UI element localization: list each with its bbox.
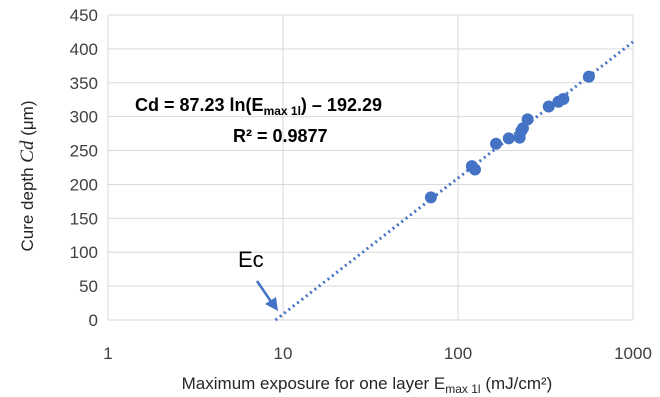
- grid-lines: [107, 14, 634, 321]
- y-tick-label: 200: [70, 175, 98, 194]
- y-axis-title: Cure depth Cd (μm): [17, 100, 38, 251]
- equation-subscript: max 1l: [264, 104, 301, 118]
- y-tick-label: 0: [89, 311, 98, 330]
- x-axis-title: Maximum exposure for one layer Emax 1l (…: [182, 374, 553, 396]
- equation-rhs: ) – 192.29: [301, 95, 382, 115]
- x-axis-title-main: Maximum exposure for one layer E: [182, 374, 446, 393]
- ec-label: Ec: [238, 247, 264, 272]
- data-point: [502, 132, 515, 145]
- log-trendline: [274, 40, 634, 322]
- y-tick-label: 150: [70, 209, 98, 228]
- x-axis-title-subscript: max 1l: [445, 382, 480, 396]
- ec-arrow-head: [265, 297, 278, 311]
- x-tick-labels: 1 10 100 1000: [103, 344, 652, 363]
- data-points: [424, 70, 595, 204]
- data-point: [557, 93, 570, 106]
- data-point: [490, 137, 503, 150]
- y-tick-label: 350: [70, 74, 98, 93]
- y-tick-labels: 0 50 100 150 200 250 300 350 400 450: [70, 6, 98, 330]
- y-axis-title-prefix: Cure depth: [18, 163, 37, 252]
- x-tick-label: 1: [103, 344, 112, 363]
- x-axis-title-unit: (mJ/cm²): [481, 374, 553, 393]
- trendline-equation: Cd = 87.23 ln(Emax 1l) – 192.29: [135, 95, 382, 118]
- y-tick-label: 300: [70, 108, 98, 127]
- x-tick-label: 1000: [614, 344, 652, 363]
- y-tick-label: 250: [70, 142, 98, 161]
- y-tick-label: 400: [70, 40, 98, 59]
- y-axis-title-symbol: Cd: [17, 140, 38, 163]
- data-point: [424, 191, 437, 204]
- equation-lhs: Cd = 87.23 ln(E: [135, 95, 264, 115]
- x-tick-label: 10: [274, 344, 293, 363]
- y-tick-label: 450: [70, 6, 98, 25]
- y-tick-label: 100: [70, 243, 98, 262]
- x-tick-label: 100: [444, 344, 472, 363]
- y-axis-title-unit: (μm): [18, 100, 37, 140]
- data-point: [521, 113, 534, 126]
- y-tick-label: 50: [79, 277, 98, 296]
- data-point: [542, 100, 555, 113]
- ec-arrow: [255, 280, 274, 304]
- data-point: [582, 70, 595, 83]
- data-point: [468, 163, 481, 176]
- data-point: [516, 122, 529, 135]
- r-squared: R² = 0.9877: [233, 126, 328, 146]
